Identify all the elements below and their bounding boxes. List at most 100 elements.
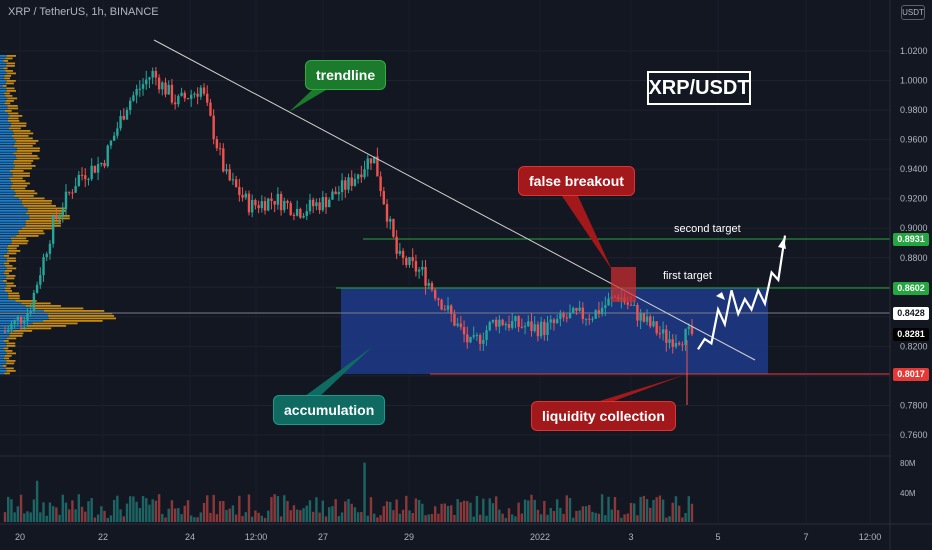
volume-profile-bar: [8, 127, 21, 130]
volume-bar: [594, 512, 597, 522]
volume-bar: [157, 494, 161, 522]
candle-body: [292, 214, 296, 216]
volume-profile-bar: [0, 77, 5, 80]
volume-bar: [523, 499, 527, 522]
volume-profile-bar: [0, 250, 9, 252]
volume-profile-bar: [5, 270, 13, 272]
candles: [3, 67, 694, 354]
volume-profile-bar: [0, 295, 9, 297]
volume-profile-bar: [0, 177, 10, 180]
volume-profile-bar: [0, 102, 5, 105]
volume-profile-bar: [0, 215, 30, 217]
volume-bar: [16, 506, 20, 522]
time-label: 22: [98, 532, 108, 542]
candle-body: [164, 82, 167, 95]
candle-body: [584, 318, 588, 320]
volume-bar: [424, 515, 427, 522]
volume-bar: [543, 500, 546, 522]
candle-body: [533, 324, 536, 332]
candle-body: [45, 253, 48, 258]
volume-profile-bar: [0, 67, 4, 70]
volume-profile-bar: [21, 302, 51, 305]
volume-bar: [446, 505, 450, 522]
volume-bar: [321, 500, 325, 522]
volume-bar: [257, 512, 260, 522]
volume-profile-bar: [7, 117, 19, 120]
candle-body: [668, 339, 671, 343]
candle-body: [575, 307, 578, 311]
candle-body: [106, 145, 109, 167]
candle-body: [119, 115, 122, 129]
volume-bar: [138, 508, 142, 522]
volume-profile-bar: [0, 180, 11, 182]
candle-body: [23, 320, 26, 323]
volume-bar: [555, 499, 559, 522]
volume-profile-bar: [10, 180, 26, 182]
volume-profile-bar: [0, 155, 16, 157]
candle-body: [440, 299, 443, 310]
volume-profile-bar: [0, 255, 4, 257]
volume-profile-bar: [0, 330, 14, 332]
volume-profile-bar: [5, 57, 13, 60]
volume-bar: [677, 505, 681, 522]
candle-body: [437, 298, 440, 300]
volume-profile-bar: [0, 210, 28, 212]
volume-profile-bar: [6, 352, 16, 355]
volume-bar: [135, 501, 138, 522]
volume-profile-bar: [0, 245, 8, 247]
volume-profile-bar: [0, 117, 8, 120]
volume-profile-bar: [0, 367, 6, 370]
volume-profile-bar: [0, 165, 15, 167]
candle-body: [514, 316, 517, 321]
candle-body: [427, 283, 430, 286]
candle-body: [565, 317, 568, 319]
volume-profile: [0, 55, 116, 375]
projected-path: [697, 235, 787, 350]
candle-body: [58, 215, 61, 218]
volume-profile-bar: [0, 115, 10, 117]
candle-body: [642, 313, 646, 322]
volume-bar: [440, 503, 443, 522]
volume-bar: [84, 511, 87, 522]
volume-bar: [456, 499, 459, 522]
volume-bar: [129, 496, 132, 522]
trendline-pointer: [289, 90, 326, 112]
volume-profile-bar: [0, 355, 5, 357]
volume-profile-bar: [8, 120, 20, 122]
volume-profile-bar: [0, 232, 19, 235]
volume-bar: [318, 512, 321, 522]
volume-profile-bar: [0, 75, 5, 77]
candle-body: [193, 93, 196, 95]
volume-profile-bar: [0, 167, 14, 170]
volume-profile-bar: [6, 345, 16, 347]
second-target-text: second target: [674, 223, 741, 235]
volume-profile-bar: [48, 317, 116, 320]
chart-header-title: XRP / TetherUS, 1h, BINANCE: [8, 6, 159, 18]
volume-profile-bar: [3, 272, 9, 275]
candle-body: [151, 71, 154, 78]
volume-profile-bar: [0, 105, 8, 107]
volume-profile-bar: [6, 72, 16, 75]
volume-bar: [48, 502, 52, 522]
volume-bar: [469, 502, 472, 522]
candle-body: [132, 95, 135, 101]
volume-profile-bar: [6, 267, 17, 270]
volume-bar: [315, 497, 318, 522]
volume-profile-bar: [2, 365, 7, 367]
volume-profile-bar: [21, 327, 52, 330]
volume-bar: [96, 514, 100, 522]
volume-profile-bar: [0, 205, 24, 207]
volume-bar: [238, 495, 241, 522]
volume-profile-bar: [4, 110, 12, 112]
volume-profile-bar: [6, 360, 16, 362]
time-label: 5: [715, 532, 720, 542]
volume-profile-bar: [9, 115, 23, 117]
accumulation-zone: [341, 288, 768, 374]
candle-body: [299, 208, 302, 218]
candle-body: [684, 328, 687, 345]
volume-profile-bar: [6, 257, 16, 260]
volume-profile-bar: [0, 97, 8, 100]
volume-profile-bar: [5, 100, 14, 102]
candle-body: [308, 199, 312, 212]
